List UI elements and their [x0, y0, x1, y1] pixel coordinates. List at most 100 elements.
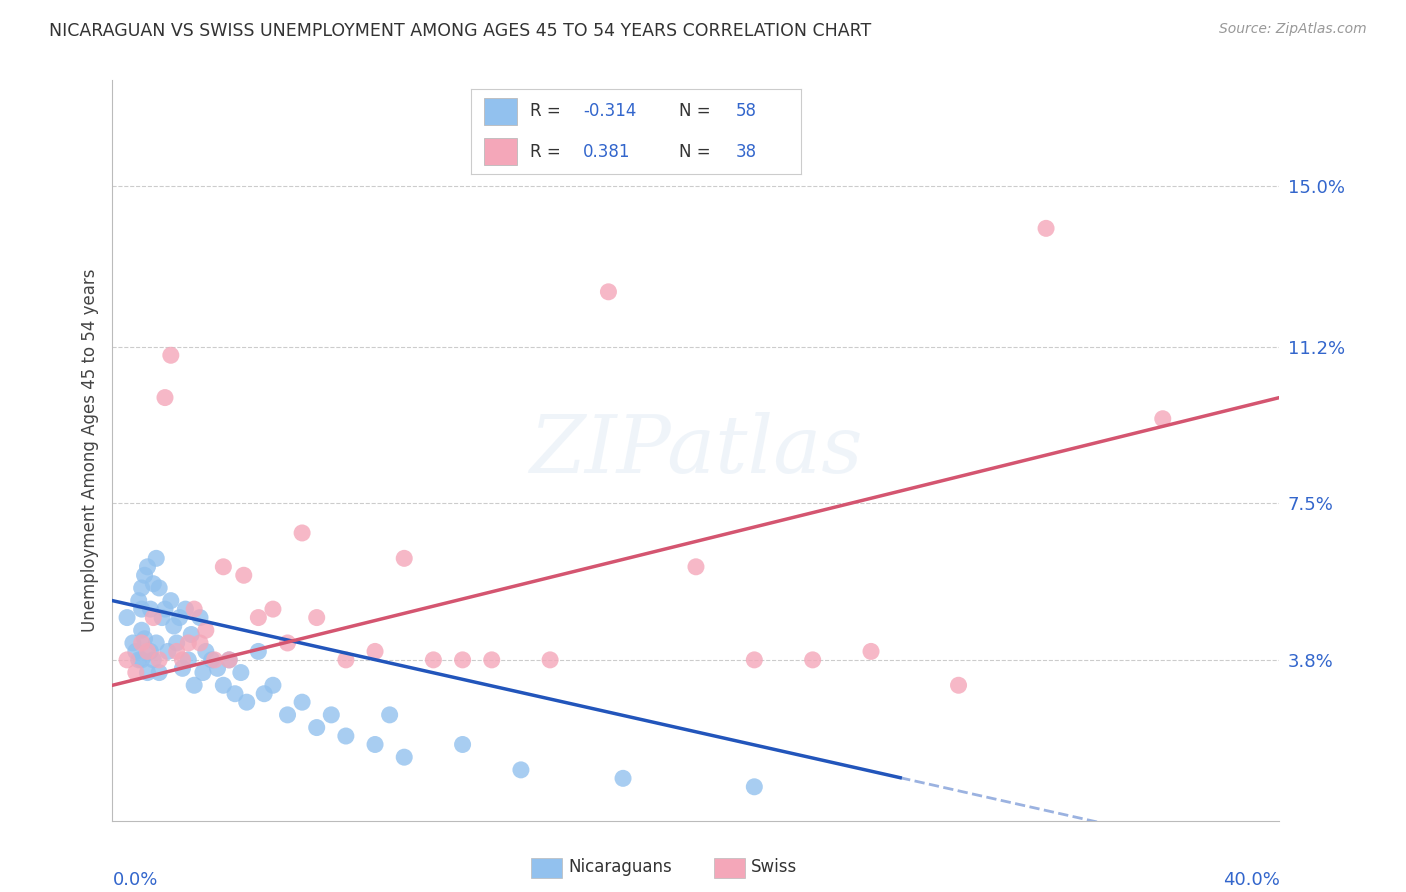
Point	[172, 661, 194, 675]
Point	[218, 653, 240, 667]
Point	[194, 644, 217, 658]
Point	[125, 665, 148, 680]
Point	[174, 602, 197, 616]
Text: 0.0%: 0.0%	[112, 871, 157, 889]
Point	[156, 644, 179, 658]
Point	[207, 661, 229, 675]
Point	[145, 551, 167, 566]
Point	[191, 665, 214, 680]
Y-axis label: Unemployment Among Ages 45 to 54 years: Unemployment Among Ages 45 to 54 years	[80, 268, 98, 632]
Point	[166, 644, 188, 658]
Point	[177, 653, 200, 667]
Point	[204, 653, 226, 667]
Point	[139, 602, 162, 616]
Point	[153, 602, 176, 616]
Text: Nicaraguans: Nicaraguans	[568, 858, 672, 876]
Point	[128, 653, 150, 667]
Point	[685, 559, 707, 574]
Point	[378, 707, 401, 722]
Text: R =: R =	[530, 103, 561, 120]
Text: ZIPatlas: ZIPatlas	[529, 412, 863, 489]
Point	[218, 653, 240, 667]
Text: -0.314: -0.314	[583, 103, 637, 120]
Point	[134, 568, 156, 582]
Point	[335, 729, 357, 743]
Point	[142, 610, 165, 624]
Point	[136, 644, 159, 658]
Point	[860, 644, 883, 658]
Point	[291, 525, 314, 540]
FancyBboxPatch shape	[484, 138, 517, 165]
Point	[134, 632, 156, 646]
Point	[188, 636, 211, 650]
Point	[212, 559, 235, 574]
Point	[276, 707, 298, 722]
Point	[801, 653, 824, 667]
Point	[509, 763, 531, 777]
Point	[1152, 411, 1174, 425]
Point	[131, 602, 153, 616]
Text: 40.0%: 40.0%	[1223, 871, 1279, 889]
Point	[364, 644, 387, 658]
Point	[305, 721, 328, 735]
Point	[125, 644, 148, 658]
Point	[136, 559, 159, 574]
Point	[948, 678, 970, 692]
Point	[122, 636, 145, 650]
FancyBboxPatch shape	[484, 98, 517, 125]
Point	[153, 391, 176, 405]
Point	[232, 568, 254, 582]
Point	[422, 653, 444, 667]
Point	[169, 610, 191, 624]
Point	[253, 687, 276, 701]
Point	[163, 619, 186, 633]
Point	[160, 593, 183, 607]
Point	[201, 653, 224, 667]
Point	[180, 627, 202, 641]
Text: Swiss: Swiss	[751, 858, 797, 876]
Text: R =: R =	[530, 143, 561, 161]
Point	[142, 653, 165, 667]
Point	[394, 551, 416, 566]
Point	[212, 678, 235, 692]
Point	[131, 653, 153, 667]
Point	[150, 610, 173, 624]
Text: 58: 58	[735, 103, 756, 120]
Point	[247, 610, 270, 624]
Point	[177, 636, 200, 650]
Text: N =: N =	[679, 103, 711, 120]
Text: Source: ZipAtlas.com: Source: ZipAtlas.com	[1219, 22, 1367, 37]
Point	[148, 581, 170, 595]
Point	[451, 738, 474, 752]
Point	[115, 653, 138, 667]
Text: NICARAGUAN VS SWISS UNEMPLOYMENT AMONG AGES 45 TO 54 YEARS CORRELATION CHART: NICARAGUAN VS SWISS UNEMPLOYMENT AMONG A…	[49, 22, 872, 40]
Point	[136, 665, 159, 680]
Point	[394, 750, 416, 764]
Point	[172, 653, 194, 667]
Point	[131, 636, 153, 650]
Point	[612, 772, 634, 786]
Point	[160, 348, 183, 362]
Text: 38: 38	[735, 143, 756, 161]
Point	[145, 636, 167, 650]
Point	[451, 653, 474, 667]
Point	[131, 624, 153, 638]
Text: N =: N =	[679, 143, 711, 161]
Point	[335, 653, 357, 667]
Point	[305, 610, 328, 624]
Point	[598, 285, 620, 299]
Point	[131, 581, 153, 595]
Point	[247, 644, 270, 658]
Point	[224, 687, 246, 701]
Point	[1035, 221, 1057, 235]
Point	[742, 653, 765, 667]
Point	[481, 653, 503, 667]
Point	[148, 653, 170, 667]
Point	[148, 665, 170, 680]
Point	[115, 610, 138, 624]
Point	[194, 624, 217, 638]
Point	[262, 602, 284, 616]
Point	[235, 695, 257, 709]
Point	[262, 678, 284, 692]
Text: 0.381: 0.381	[583, 143, 631, 161]
